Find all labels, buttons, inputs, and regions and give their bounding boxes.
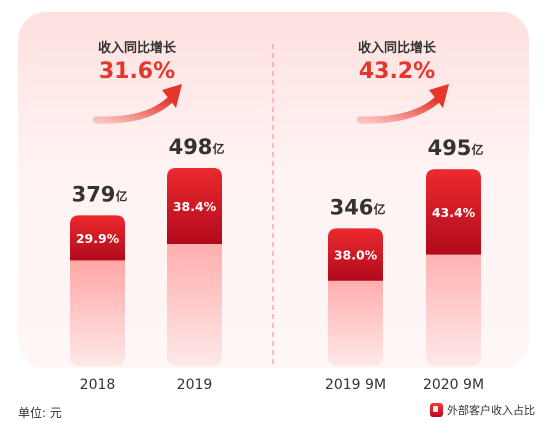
share-label: 43.4% [432, 205, 476, 220]
growth-label: 收入同比增长 [358, 40, 437, 56]
legend-label: 外部客户收入占比 [447, 404, 535, 417]
growth-arrow-head [162, 84, 182, 108]
total-unit: 亿 [373, 201, 385, 216]
share-label: 38.0% [334, 248, 378, 263]
x-tick-label: 2018 [80, 377, 116, 393]
growth-label: 收入同比增长 [98, 40, 177, 56]
x-tick-label: 2019 [177, 377, 213, 393]
growth-value: 43.2% [359, 59, 435, 84]
total-unit: 亿 [212, 141, 224, 156]
total-label: 498 [169, 135, 213, 159]
x-tick-label: 2020 9M [423, 377, 484, 393]
growth-arrow-head [429, 84, 449, 108]
share-label: 38.4% [173, 199, 217, 214]
share-label: 29.9% [76, 231, 120, 246]
bar-external-share [70, 215, 125, 261]
total-label: 346 [330, 195, 374, 219]
growth-arrow-shaft [356, 96, 441, 124]
x-tick-label: 2019 9M [325, 377, 386, 393]
growth-value: 31.6% [99, 59, 175, 84]
total-label: 495 [428, 136, 472, 160]
bar-external-share [167, 168, 222, 245]
total-label: 379 [72, 182, 116, 206]
growth-arrow-shaft [92, 96, 174, 124]
legend: 外部客户收入占比 [430, 402, 535, 418]
red-square-icon [430, 403, 443, 417]
total-unit: 亿 [471, 142, 483, 157]
bar-external-share [328, 228, 383, 281]
total-unit: 亿 [115, 188, 127, 203]
unit-label: 单位: 元 [18, 406, 62, 420]
bar-external-share [426, 169, 481, 255]
